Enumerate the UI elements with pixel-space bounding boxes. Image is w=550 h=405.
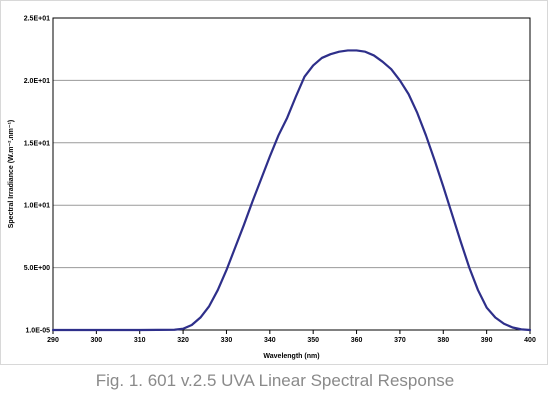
x-tick-label: 340: [264, 337, 276, 344]
x-axis-tick-labels: 290 300 310 320 330 340 350 360 370 380 390 400: [47, 337, 536, 344]
x-tick-label: 390: [481, 337, 493, 344]
y-axis-tick-labels: 1.0E-05 5.0E+00 1.0E+01 1.5E+01 2.0E+01 2.5E+…: [24, 16, 50, 335]
x-tick-label: 370: [394, 337, 406, 344]
x-tick-label: 310: [134, 337, 146, 344]
x-tick-label: 320: [177, 337, 189, 344]
y-tick-label: 2.0E+01: [24, 78, 50, 85]
y-tick-label: 1.0E-05: [25, 328, 50, 335]
y-axis-title: Spectral Irradiance (W.m⁻².nm⁻¹): [8, 120, 15, 229]
figure-caption: Fig. 1. 601 v.2.5 UVA Linear Spectral Re…: [95, 371, 455, 390]
plot-area-frame: [52, 17, 531, 331]
spectral-response-chart: 1.0E-05 5.0E+00 1.0E+01 1.5E+01 2.0E+01 2.5E+…: [8, 16, 536, 361]
x-tick-label: 350: [307, 337, 319, 344]
series-line: [51, 49, 532, 332]
y-tick-label: 1.5E+01: [24, 140, 50, 147]
x-tick-label: 380: [437, 337, 449, 344]
x-axis-title: Wavelength (nm): [263, 353, 319, 360]
gridlines: [53, 17, 530, 269]
y-tick-label: 5.0E+00: [24, 265, 50, 272]
y-tick-label: 2.5E+01: [24, 16, 50, 23]
x-tick-label: 300: [91, 337, 103, 344]
x-tick-label: 360: [351, 337, 363, 344]
y-tick-label: 1.0E+01: [24, 203, 50, 210]
chart-panel: 1.0E-05 5.0E+00 1.0E+01 1.5E+01 2.0E+01 2.5E+…: [0, 0, 548, 365]
x-tick-label: 330: [221, 337, 233, 344]
x-tick-label: 290: [47, 337, 59, 344]
x-tick-label: 400: [524, 337, 536, 344]
